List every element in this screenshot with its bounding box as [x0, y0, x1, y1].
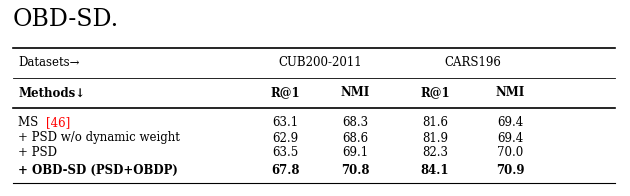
- Text: 82.3: 82.3: [422, 146, 448, 160]
- Text: 68.6: 68.6: [342, 132, 368, 144]
- Text: NMI: NMI: [495, 86, 525, 100]
- Text: 63.5: 63.5: [272, 146, 298, 160]
- Text: 68.3: 68.3: [342, 116, 368, 130]
- Text: 63.1: 63.1: [272, 116, 298, 130]
- Text: CARS196: CARS196: [444, 55, 501, 68]
- Text: MS: MS: [18, 116, 42, 130]
- Text: 70.0: 70.0: [497, 146, 523, 160]
- Text: 67.8: 67.8: [271, 163, 299, 177]
- Text: 62.9: 62.9: [272, 132, 298, 144]
- Text: 69.4: 69.4: [497, 116, 523, 130]
- Text: 81.9: 81.9: [422, 132, 448, 144]
- Text: 69.1: 69.1: [342, 146, 368, 160]
- Text: + PSD w/o dynamic weight: + PSD w/o dynamic weight: [18, 132, 180, 144]
- Text: 70.9: 70.9: [496, 163, 524, 177]
- Text: CUB200-2011: CUB200-2011: [278, 55, 362, 68]
- Text: + OBD-SD (PSD+OBDP): + OBD-SD (PSD+OBDP): [18, 163, 178, 177]
- Text: 70.8: 70.8: [341, 163, 369, 177]
- Text: Datasets→: Datasets→: [18, 55, 79, 68]
- Text: NMI: NMI: [340, 86, 370, 100]
- Text: 69.4: 69.4: [497, 132, 523, 144]
- Text: R@1: R@1: [270, 86, 300, 100]
- Text: [46]: [46]: [46, 116, 71, 130]
- Text: + PSD: + PSD: [18, 146, 57, 160]
- Text: OBD-SD.: OBD-SD.: [13, 8, 119, 32]
- Text: 84.1: 84.1: [421, 163, 449, 177]
- Text: 81.6: 81.6: [422, 116, 448, 130]
- Text: Methods↓: Methods↓: [18, 86, 85, 100]
- Text: R@1: R@1: [420, 86, 450, 100]
